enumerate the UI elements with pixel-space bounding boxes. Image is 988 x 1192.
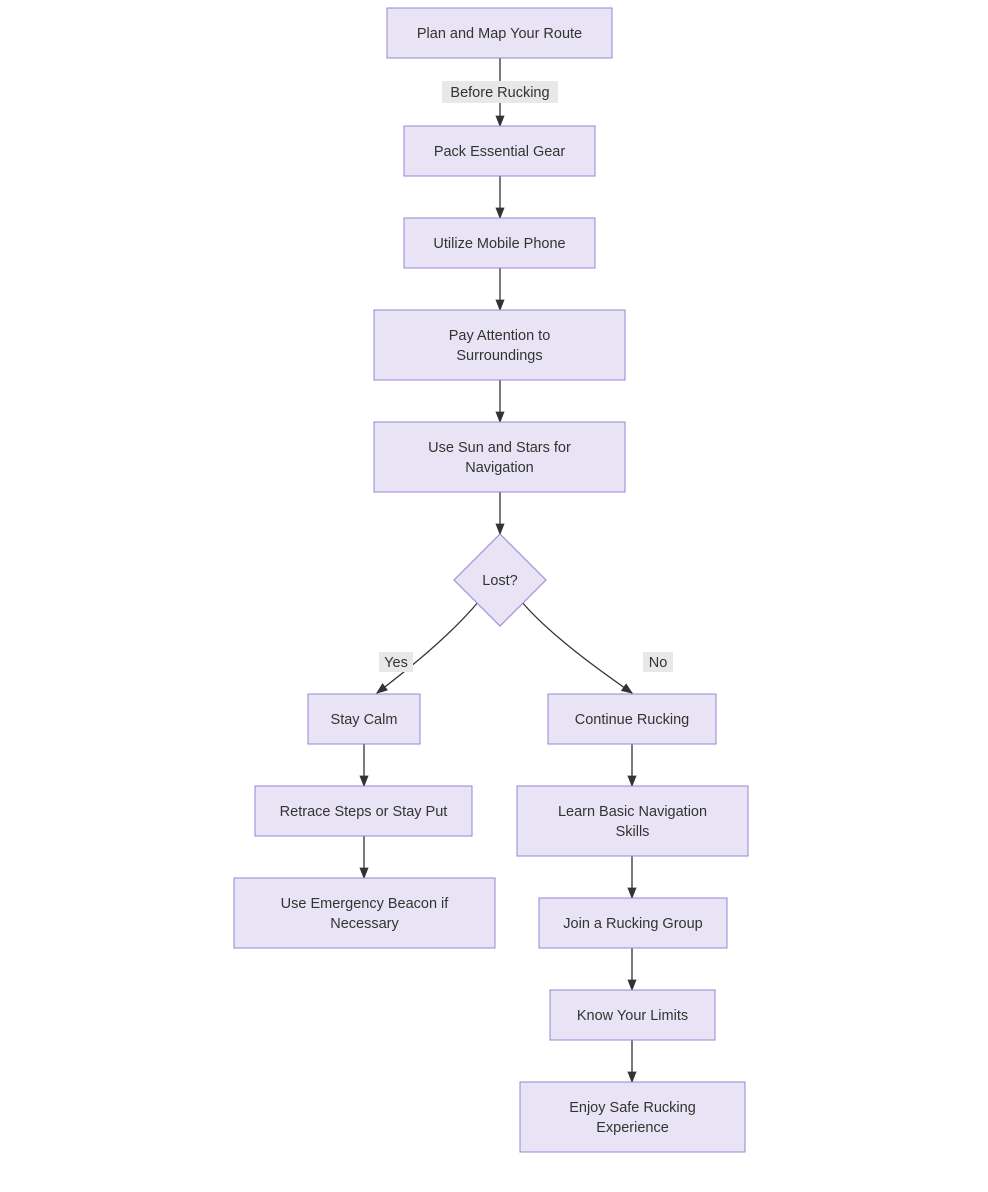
- flowchart-node: Use Sun and Stars forNavigation: [374, 422, 625, 492]
- flowchart: Plan and Map Your Route Pack Essential Ge…: [0, 0, 988, 1192]
- node-label: Continue Rucking: [575, 712, 689, 728]
- node-label: Join a Rucking Group: [563, 916, 702, 932]
- node-box: [234, 878, 495, 948]
- flowchart-node: Plan and Map Your Route: [387, 8, 612, 58]
- flowchart-node: Stay Calm: [308, 694, 420, 744]
- flowchart-node: Lost?: [454, 534, 546, 626]
- edge: [377, 601, 479, 693]
- flowchart-node: Enjoy Safe RuckingExperience: [520, 1082, 745, 1152]
- node-label: Know Your Limits: [577, 1008, 688, 1024]
- flowchart-node: Know Your Limits: [550, 990, 715, 1040]
- flowchart-node: Learn Basic NavigationSkills: [517, 786, 748, 856]
- node-label: Utilize Mobile Phone: [433, 236, 565, 252]
- flowchart-node: Pay Attention toSurroundings: [374, 310, 625, 380]
- flowchart-node: Utilize Mobile Phone: [404, 218, 595, 268]
- node-box: [374, 310, 625, 380]
- node-label: Retrace Steps or Stay Put: [280, 804, 448, 820]
- node-box: [374, 422, 625, 492]
- node-label: Pack Essential Gear: [434, 144, 566, 160]
- node-box: [520, 1082, 745, 1152]
- flowchart-node: Use Emergency Beacon ifNecessary: [234, 878, 495, 948]
- node-label: Lost?: [482, 573, 517, 589]
- flowchart-node: Continue Rucking: [548, 694, 716, 744]
- edge-label: Before Rucking: [450, 85, 549, 101]
- node-box: [517, 786, 748, 856]
- node-label: Plan and Map Your Route: [417, 26, 582, 42]
- flowchart-node: Pack Essential Gear: [404, 126, 595, 176]
- node-label: Stay Calm: [331, 712, 398, 728]
- edge-label: Yes: [384, 655, 408, 671]
- edge-label: No: [649, 655, 668, 671]
- flowchart-node: Join a Rucking Group: [539, 898, 727, 948]
- flowchart-node: Retrace Steps or Stay Put: [255, 786, 472, 836]
- edge: [521, 601, 632, 693]
